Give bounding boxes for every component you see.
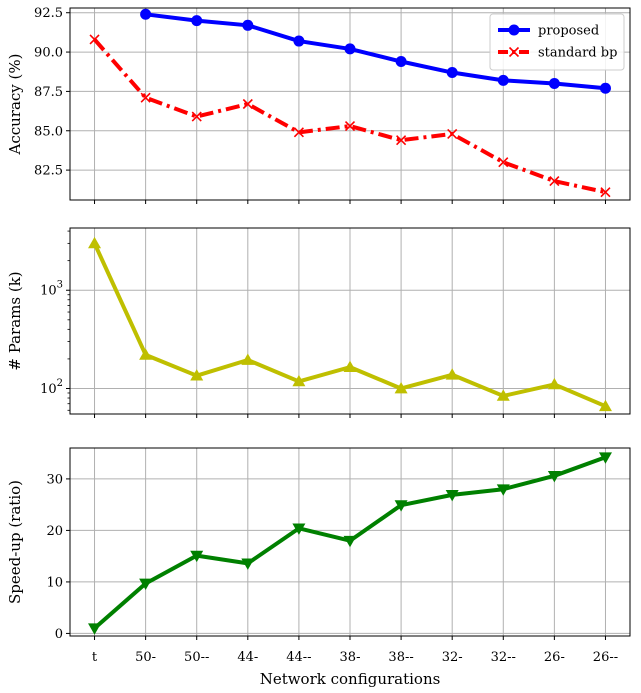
accuracy-legend: proposed standard bp [489,13,625,71]
params-y-axis-label: # Params (k) [6,271,24,370]
params-series-1-point [292,374,306,387]
params-series-1-point [343,360,357,372]
params-axes-frame [69,227,631,415]
speedup-series-1-point [445,489,459,502]
accuracy-series-2-point [549,176,560,187]
accuracy-series-1-point [191,15,203,27]
x-tick-label: t [92,650,98,665]
accuracy-y-tick-label: 85.0 [34,124,63,139]
speedup-series-1-point [598,452,612,464]
accuracy-series-1-point [140,8,152,20]
speedup-series-1-point [190,550,204,563]
speedup-series-1-point [241,558,255,570]
accuracy-series-2-point [293,127,304,138]
x-tick-label: 26-- [593,650,618,665]
x-tick-label: 32- [442,650,463,665]
params-y-tick-label: 102 [40,378,63,397]
legend-entry-1: proposed [498,24,599,39]
params-series-1-point [598,399,612,412]
accuracy-series-2-point [600,187,611,198]
accuracy-y-tick-label: 92.5 [34,6,63,21]
x-tick-label: 26- [544,650,565,665]
params-series-1-point [88,236,102,249]
x-tick-label: 38- [340,650,361,665]
speedup-panel: 0 10 20 30 Speed-up (ratio) t 50- 50-- 44- 44-- 38… [6,447,631,688]
accuracy-series-1-point [548,78,560,90]
params-series-1-point [445,368,459,380]
accuracy-series-2-point [140,92,151,103]
accuracy-y-tick-label: 90.0 [34,46,63,61]
accuracy-panel: 82.5 85.0 87.5 90.0 92.5 Accuracy (%) proposed… [6,6,631,204]
accuracy-series-2-point [242,98,253,110]
params-series-1-point [394,381,408,394]
accuracy-series-2-point [344,120,356,132]
x-tick-label: 50-- [184,650,209,665]
speedup-y-tick-label: 0 [55,627,63,642]
params-series-1-point [547,377,561,390]
accuracy-series-1-point [242,19,254,31]
speedup-series-1-point [292,523,306,535]
speedup-y-tick-label: 10 [46,575,63,590]
x-tick-label: 32-- [491,650,516,665]
speedup-series-1-point [394,500,408,512]
legend-label: proposed [538,24,599,39]
accuracy-y-tick-label: 87.5 [34,85,63,100]
accuracy-series-2-point [396,135,407,146]
accuracy-axes-frame [69,7,631,201]
speedup-series-1-point [139,578,153,590]
legend-label: standard bp [538,46,617,61]
speedup-series-1-point [343,535,357,548]
legend-entry-2: standard bp [498,46,617,61]
x-tick-label: 50- [135,650,156,665]
speedup-series-1-point [496,484,510,496]
accuracy-y-axis-label: Accuracy (%) [6,53,24,155]
params-series-1-point [139,348,153,360]
speedup-y-tick-label: 30 [46,472,63,487]
accuracy-series-1-point [395,56,407,68]
params-series-1-point [241,353,255,365]
accuracy-series-2-point [191,111,202,122]
speedup-series-1-point [88,623,102,635]
speedup-axes-frame [69,447,631,637]
accuracy-series-1-point [344,43,356,55]
accuracy-series-2-line [93,38,606,195]
accuracy-series-2-point [447,128,458,139]
accuracy-series-1-line [145,12,606,91]
accuracy-series-2-point [498,157,509,168]
params-series-1-point [496,389,510,401]
x-tick-label: 44- [237,650,258,665]
accuracy-series-1-point [497,74,509,86]
params-y-tick-label: 103 [40,280,63,299]
speedup-series-1-point [547,470,561,483]
accuracy-series-1-point [293,35,305,47]
params-series-1-point [190,369,204,381]
x-axis-label: Network configurations [260,670,441,688]
speedup-y-axis-label: Speed-up (ratio) [6,480,24,604]
speedup-y-tick-label: 20 [46,524,63,539]
params-panel: 102 103 # Params (k) [6,227,631,418]
accuracy-series-2-point [89,34,100,45]
accuracy-series-1-point [446,67,458,79]
accuracy-y-tick-label: 82.5 [34,164,63,179]
x-tick-label: 38-- [388,650,413,665]
x-tick-label: 44-- [286,650,311,665]
accuracy-series-1-point [599,82,611,94]
